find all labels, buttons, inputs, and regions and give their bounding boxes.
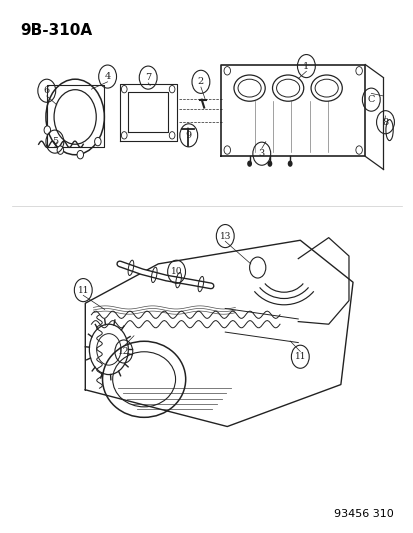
Circle shape	[287, 160, 292, 167]
Text: 8: 8	[382, 118, 388, 127]
Text: C: C	[367, 95, 374, 104]
Text: 10: 10	[171, 267, 182, 276]
Circle shape	[44, 126, 50, 134]
Text: 13: 13	[219, 231, 230, 240]
Text: 11: 11	[294, 352, 305, 361]
Text: 6: 6	[44, 86, 50, 95]
Text: 9B-310A: 9B-310A	[20, 22, 92, 37]
Text: 2: 2	[197, 77, 204, 86]
Text: 93456 310: 93456 310	[333, 510, 393, 519]
Text: 4: 4	[104, 72, 110, 81]
Text: 7: 7	[145, 73, 151, 82]
Text: 11: 11	[77, 286, 89, 295]
Text: 9: 9	[185, 131, 191, 140]
Circle shape	[94, 138, 101, 146]
Text: 12: 12	[118, 347, 129, 356]
Text: 3: 3	[258, 149, 264, 158]
Circle shape	[267, 160, 272, 167]
Circle shape	[77, 150, 83, 159]
Circle shape	[57, 146, 64, 155]
Text: 1: 1	[303, 62, 309, 70]
Circle shape	[247, 160, 252, 167]
Text: 5: 5	[52, 137, 58, 146]
